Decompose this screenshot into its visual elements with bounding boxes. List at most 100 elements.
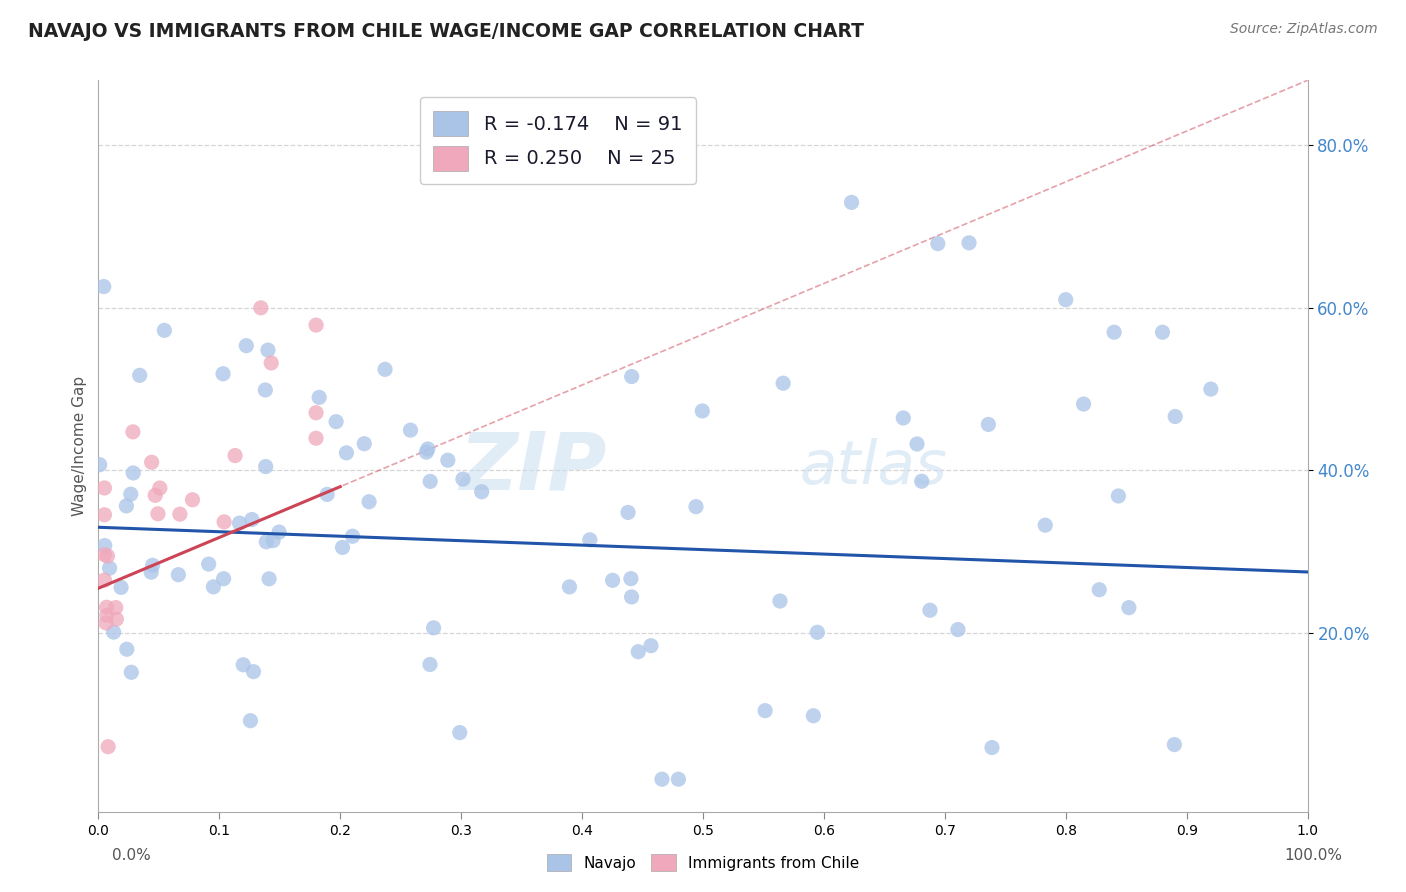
- Point: [1118, 600, 1140, 615]
- Point: [946, 623, 969, 637]
- Point: [558, 580, 581, 594]
- Point: [104, 600, 127, 615]
- Text: 0.0%: 0.0%: [112, 848, 152, 863]
- Point: [239, 714, 262, 728]
- Point: [235, 339, 257, 353]
- Point: [471, 484, 494, 499]
- Point: [905, 437, 928, 451]
- Point: [181, 492, 204, 507]
- Point: [911, 475, 934, 489]
- Point: [690, 404, 713, 418]
- Point: [374, 362, 396, 376]
- Point: [769, 594, 792, 608]
- Point: [250, 301, 273, 315]
- Point: [96, 600, 118, 615]
- Point: [202, 580, 225, 594]
- Point: [257, 572, 280, 586]
- Point: [891, 411, 914, 425]
- Point: [620, 590, 643, 604]
- Point: [167, 567, 190, 582]
- Point: [335, 446, 357, 460]
- Text: atlas: atlas: [800, 439, 948, 498]
- Point: [620, 369, 643, 384]
- Point: [103, 625, 125, 640]
- Point: [415, 445, 437, 459]
- Point: [254, 383, 277, 397]
- Point: [122, 466, 145, 480]
- Point: [332, 541, 354, 555]
- Point: [267, 524, 290, 539]
- Point: [105, 612, 128, 626]
- Point: [232, 657, 254, 672]
- Point: [305, 406, 328, 420]
- Point: [620, 572, 643, 586]
- Point: [305, 431, 328, 445]
- Point: [918, 603, 941, 617]
- Point: [1054, 293, 1077, 307]
- Point: [143, 488, 166, 502]
- Point: [141, 455, 163, 469]
- Point: [260, 356, 283, 370]
- Point: [1199, 382, 1222, 396]
- Point: [153, 323, 176, 337]
- Point: [169, 507, 191, 521]
- Point: [197, 557, 219, 571]
- Text: ZIP: ZIP: [458, 429, 606, 507]
- Point: [927, 236, 949, 251]
- Point: [93, 573, 115, 587]
- Point: [419, 657, 441, 672]
- Y-axis label: Wage/Income Gap: Wage/Income Gap: [72, 376, 87, 516]
- Point: [115, 499, 138, 513]
- Point: [93, 279, 115, 293]
- Point: [254, 534, 277, 549]
- Point: [94, 615, 117, 630]
- Point: [89, 458, 111, 472]
- Point: [399, 423, 422, 437]
- Point: [96, 549, 118, 563]
- Point: [93, 548, 115, 562]
- Text: Source: ZipAtlas.com: Source: ZipAtlas.com: [1230, 22, 1378, 37]
- Point: [772, 376, 794, 391]
- Text: NAVAJO VS IMMIGRANTS FROM CHILE WAGE/INCOME GAP CORRELATION CHART: NAVAJO VS IMMIGRANTS FROM CHILE WAGE/INC…: [28, 22, 865, 41]
- Point: [957, 235, 980, 250]
- Point: [141, 565, 163, 579]
- Point: [357, 495, 380, 509]
- Point: [93, 481, 115, 495]
- Point: [257, 343, 280, 357]
- Point: [977, 417, 1000, 432]
- Point: [212, 572, 235, 586]
- Point: [128, 368, 150, 383]
- Point: [1152, 325, 1174, 339]
- Point: [640, 639, 662, 653]
- Legend: R = -0.174    N = 91, R = 0.250    N = 25: R = -0.174 N = 91, R = 0.250 N = 25: [420, 97, 696, 185]
- Point: [212, 515, 235, 529]
- Point: [841, 195, 863, 210]
- Point: [98, 561, 121, 575]
- Point: [254, 459, 277, 474]
- Point: [93, 539, 115, 553]
- Point: [308, 390, 330, 404]
- Point: [93, 508, 115, 522]
- Point: [342, 529, 364, 543]
- Point: [353, 436, 375, 450]
- Point: [806, 625, 828, 640]
- Point: [1107, 489, 1129, 503]
- Text: 100.0%: 100.0%: [1285, 848, 1343, 863]
- Point: [1102, 325, 1125, 339]
- Point: [228, 516, 250, 530]
- Point: [803, 708, 825, 723]
- Point: [617, 505, 640, 519]
- Point: [579, 533, 602, 547]
- Point: [668, 772, 690, 787]
- Point: [120, 665, 142, 680]
- Point: [449, 725, 471, 739]
- Point: [1088, 582, 1111, 597]
- Point: [651, 772, 673, 787]
- Point: [122, 425, 145, 439]
- Point: [240, 512, 263, 526]
- Point: [1164, 409, 1187, 424]
- Point: [416, 442, 439, 456]
- Point: [451, 472, 474, 486]
- Point: [1163, 738, 1185, 752]
- Point: [224, 449, 246, 463]
